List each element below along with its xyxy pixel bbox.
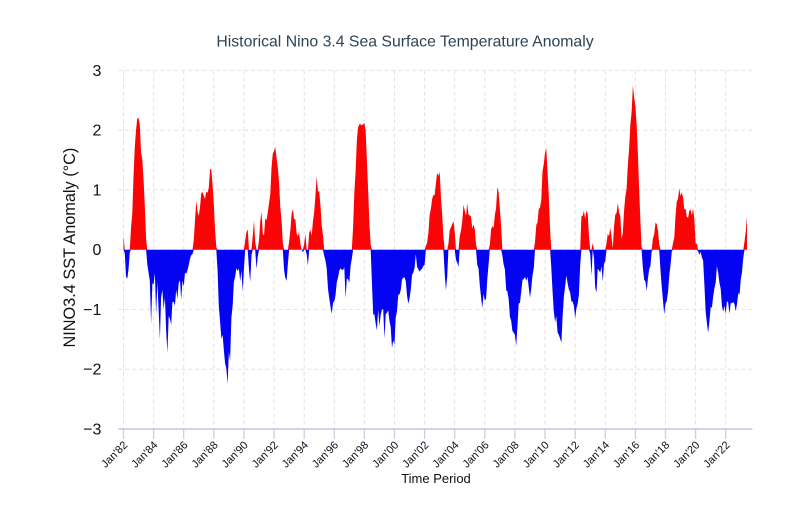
- svg-text:Jan'22: Jan'22: [701, 439, 732, 470]
- svg-text:Jan'06: Jan'06: [460, 439, 491, 470]
- svg-text:Jan'98: Jan'98: [340, 439, 371, 470]
- svg-text:Jan'86: Jan'86: [159, 439, 190, 470]
- svg-text:Jan'04: Jan'04: [430, 439, 461, 470]
- svg-text:Jan'10: Jan'10: [521, 439, 552, 470]
- svg-text:Jan'84: Jan'84: [129, 439, 160, 470]
- svg-text:Jan'92: Jan'92: [250, 439, 281, 470]
- svg-text:Time Period: Time Period: [401, 471, 471, 486]
- svg-text:Jan'90: Jan'90: [220, 439, 251, 470]
- svg-text:1: 1: [92, 182, 101, 199]
- svg-text:−2: −2: [83, 362, 101, 379]
- svg-text:−3: −3: [83, 421, 101, 438]
- svg-text:Jan'88: Jan'88: [189, 439, 220, 470]
- svg-text:Jan'02: Jan'02: [400, 439, 431, 470]
- svg-text:Jan'94: Jan'94: [280, 439, 311, 470]
- svg-text:Jan'20: Jan'20: [671, 439, 702, 470]
- svg-text:NINO3.4 SST Anomaly (°C): NINO3.4 SST Anomaly (°C): [61, 148, 79, 348]
- svg-text:Jan'16: Jan'16: [611, 439, 642, 470]
- svg-text:−1: −1: [83, 302, 101, 319]
- svg-text:Jan'08: Jan'08: [491, 439, 522, 470]
- svg-text:Jan'82: Jan'82: [99, 439, 130, 470]
- svg-text:Jan'12: Jan'12: [551, 439, 582, 470]
- svg-text:0: 0: [92, 242, 101, 259]
- svg-text:Jan'96: Jan'96: [310, 439, 341, 470]
- svg-text:Jan'00: Jan'00: [370, 439, 401, 470]
- svg-text:Jan'18: Jan'18: [641, 439, 672, 470]
- svg-text:Historical Nino 3.4 Sea Surfac: Historical Nino 3.4 Sea Surface Temperat…: [216, 33, 593, 50]
- svg-text:3: 3: [92, 63, 101, 80]
- svg-text:2: 2: [92, 123, 101, 140]
- svg-text:Jan'14: Jan'14: [581, 439, 612, 470]
